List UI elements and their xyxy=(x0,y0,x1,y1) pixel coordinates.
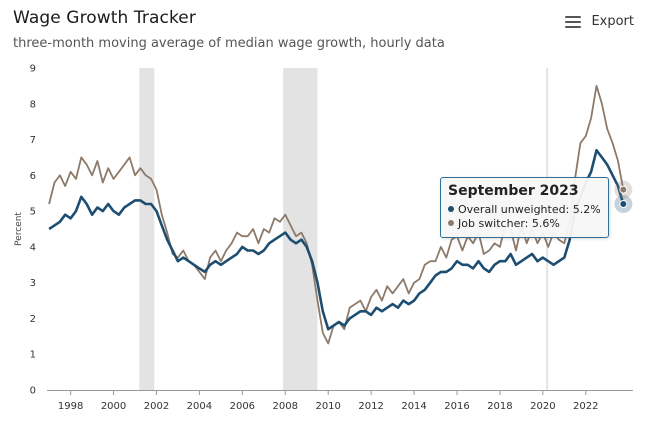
y-tick-label-6: 6 xyxy=(30,171,36,182)
x-tick-label-2020: 2020 xyxy=(530,401,555,412)
recession-band-1 xyxy=(283,68,318,390)
series-dot-job-switcher xyxy=(448,220,454,226)
y-axis-label: Percent xyxy=(14,212,24,246)
series-line-overall[interactable] xyxy=(48,149,625,331)
y-tick-label-3: 3 xyxy=(30,278,36,289)
x-tick-label-2006: 2006 xyxy=(230,401,255,412)
tooltip-row-overall-label: Overall unweighted: 5.2% xyxy=(458,203,601,216)
x-tick-label-2012: 2012 xyxy=(358,401,383,412)
recession-band-0 xyxy=(139,68,155,390)
x-tick-label-2000: 2000 xyxy=(101,401,126,412)
x-tick-label-2004: 2004 xyxy=(187,401,212,412)
chart-tooltip: September 2023 Overall unweighted: 5.2% … xyxy=(440,177,609,238)
y-tick-label-8: 8 xyxy=(30,99,36,110)
chart-title: Wage Growth Tracker xyxy=(13,8,196,28)
x-tick-label-1998: 1998 xyxy=(58,401,83,412)
tooltip-title: September 2023 xyxy=(448,183,579,199)
tooltip-row-overall: Overall unweighted: 5.2% xyxy=(448,203,601,217)
export-label: Export xyxy=(591,14,634,29)
x-tick-label-2014: 2014 xyxy=(401,401,426,412)
menu-icon xyxy=(565,15,582,29)
x-tick-label-2008: 2008 xyxy=(273,401,298,412)
hover-marker-overall xyxy=(619,199,628,208)
x-tick-label-2022: 2022 xyxy=(573,401,598,412)
y-tick-label-4: 4 xyxy=(30,242,36,253)
series-dot-overall xyxy=(448,206,454,212)
y-tick-label-1: 1 xyxy=(30,350,36,361)
tooltip-row-job-switcher: Job switcher: 5.6% xyxy=(448,217,601,231)
tooltip-row-job-switcher-label: Job switcher: 5.6% xyxy=(458,217,560,230)
export-button[interactable]: Export xyxy=(565,14,634,29)
hover-marker-job-switcher xyxy=(619,185,628,194)
y-tick-label-5: 5 xyxy=(30,207,36,218)
x-tick-label-2018: 2018 xyxy=(487,401,512,412)
y-tick-label-7: 7 xyxy=(30,135,36,146)
chart-subtitle: three-month moving average of median wag… xyxy=(13,36,445,51)
x-tick-label-2016: 2016 xyxy=(444,401,469,412)
y-tick-label-0: 0 xyxy=(30,386,36,397)
y-tick-label-9: 9 xyxy=(30,64,36,75)
x-tick-label-2010: 2010 xyxy=(315,401,340,412)
x-tick-label-2002: 2002 xyxy=(144,401,169,412)
y-tick-label-2: 2 xyxy=(30,314,36,325)
